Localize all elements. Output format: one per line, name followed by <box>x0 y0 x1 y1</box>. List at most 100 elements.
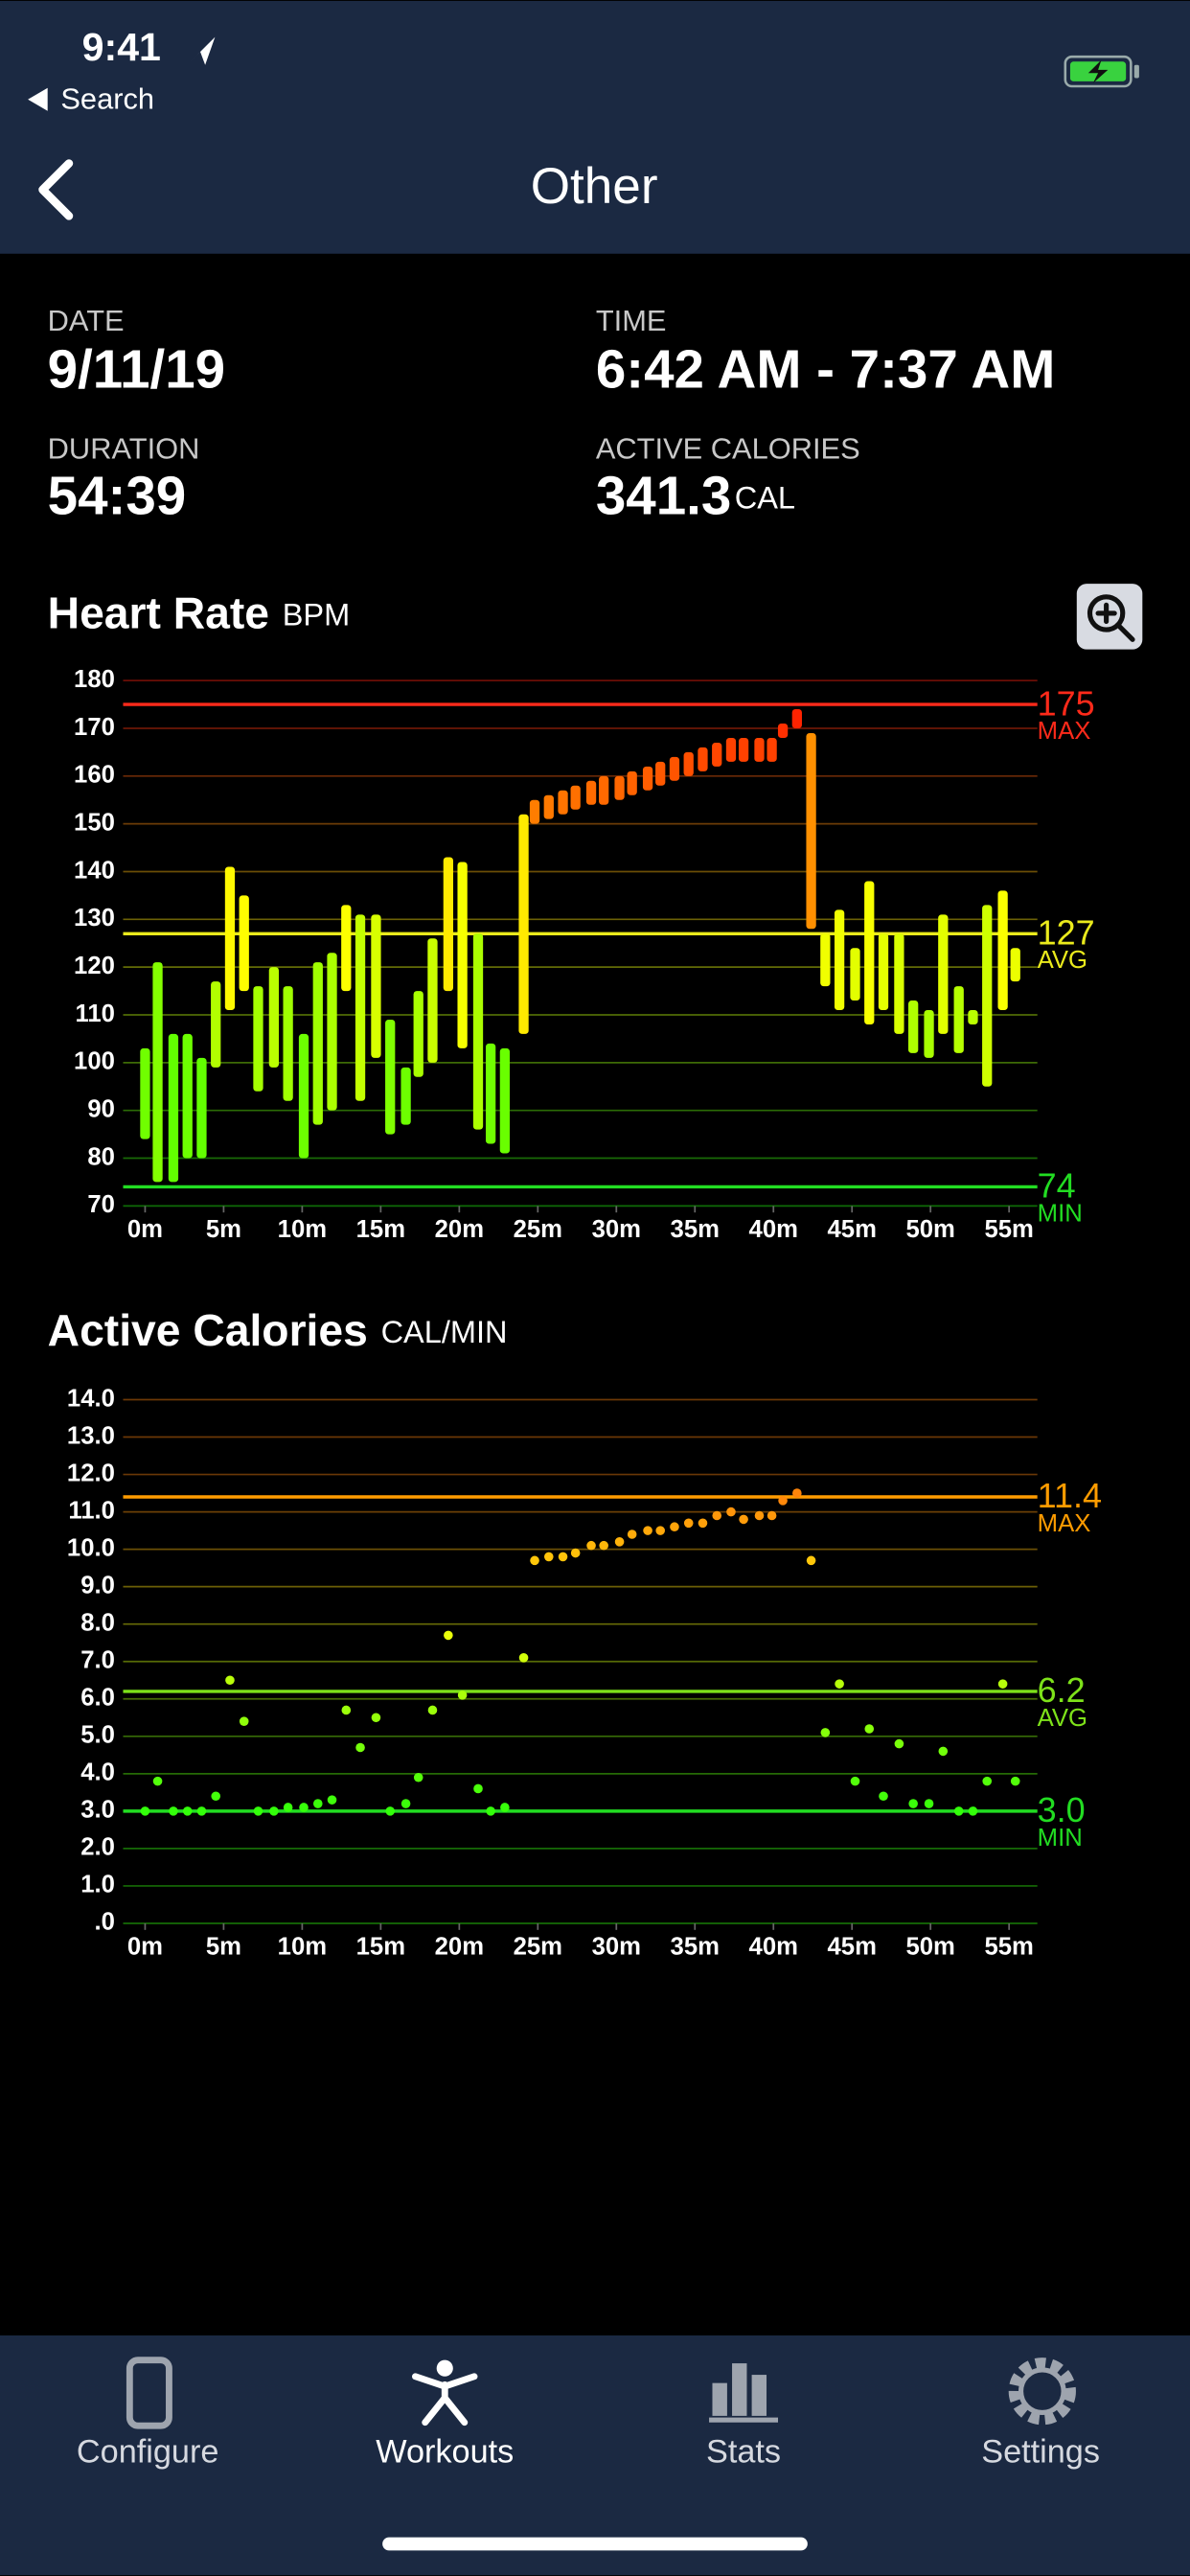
tab-settings[interactable]: Settings <box>981 2358 1100 2470</box>
reference-label: AVG <box>1038 947 1087 974</box>
point <box>558 1552 568 1562</box>
summary-value-number: 341.3 <box>596 466 731 526</box>
back-to-app[interactable]: Search <box>28 82 154 116</box>
y-tick-label: 160 <box>74 762 115 789</box>
point <box>500 1803 510 1812</box>
point <box>182 1806 193 1816</box>
point <box>864 1724 875 1734</box>
tab-workouts[interactable]: Workouts <box>376 2359 514 2471</box>
x-tick-label: 25m <box>514 1216 562 1243</box>
point <box>427 1705 438 1715</box>
point <box>655 1526 665 1535</box>
back-arrow-icon <box>28 87 48 111</box>
summary-value: 341.3 CAL <box>596 466 795 526</box>
range-bar <box>341 905 352 992</box>
x-tick-label: 55m <box>984 1216 1033 1243</box>
x-tick-label: 30m <box>592 1216 641 1243</box>
range-bar <box>1010 948 1020 982</box>
range-bar <box>558 790 568 815</box>
y-tick-label: 140 <box>74 857 115 884</box>
range-bar <box>938 914 949 1034</box>
x-tick-label: 10m <box>278 1216 327 1243</box>
x-tick-label: 35m <box>671 1933 720 1960</box>
status-time: 9:41 <box>82 25 161 69</box>
reference-label: MAX <box>1038 1510 1091 1537</box>
range-bar <box>211 981 221 1068</box>
summary-label: DURATION <box>48 431 200 465</box>
range-bar <box>864 881 875 1024</box>
point <box>953 1806 964 1816</box>
x-tick-label: 45m <box>828 1216 877 1243</box>
summary-value: 6:42 AM - 7:37 AM <box>596 339 1055 400</box>
range-bar <box>239 895 249 992</box>
point <box>239 1716 249 1726</box>
range-bar <box>599 775 609 805</box>
reference-value: 6.2 <box>1038 1670 1086 1710</box>
y-tick-label: 4.0 <box>80 1760 115 1786</box>
point <box>806 1555 816 1566</box>
point <box>792 1488 802 1498</box>
tab-stats[interactable]: Stats <box>706 2363 781 2470</box>
x-tick-label: 40m <box>749 1216 798 1243</box>
point <box>486 1806 495 1816</box>
point <box>754 1510 765 1521</box>
point <box>670 1522 679 1532</box>
reference-label: AVG <box>1038 1705 1087 1732</box>
y-tick-label: 120 <box>74 953 115 979</box>
range-bar <box>427 938 438 1063</box>
point <box>283 1803 293 1812</box>
reference-value: 3.0 <box>1038 1790 1086 1829</box>
y-tick-label: 80 <box>87 1143 115 1170</box>
range-bar <box>698 747 708 771</box>
y-tick-label: 14.0 <box>67 1385 115 1412</box>
y-tick-label: 100 <box>74 1048 115 1075</box>
point <box>767 1510 777 1521</box>
chart-unit: BPM <box>283 597 351 632</box>
range-bar <box>457 862 468 1048</box>
range-bar <box>224 866 236 1011</box>
point <box>894 1738 904 1749</box>
reference-label: MIN <box>1038 1200 1083 1227</box>
range-bar <box>908 1000 919 1053</box>
point <box>169 1806 178 1816</box>
range-bar <box>738 737 749 762</box>
tab-configure[interactable]: Configure <box>77 2357 219 2471</box>
range-bar <box>924 1010 934 1058</box>
range-bar <box>791 709 802 728</box>
range-bar <box>543 794 554 819</box>
point <box>457 1690 468 1700</box>
range-bar <box>627 770 637 795</box>
point <box>1010 1776 1020 1786</box>
y-tick-label: 90 <box>87 1095 115 1122</box>
range-bar <box>298 1033 309 1159</box>
point <box>778 1496 788 1506</box>
point <box>196 1806 207 1816</box>
point <box>543 1552 554 1562</box>
back-button[interactable] <box>38 159 74 220</box>
chart-title-text: Active Calories <box>48 1305 368 1355</box>
battery-icon <box>1064 55 1139 88</box>
range-bar <box>268 967 280 1068</box>
reference-value: 11.4 <box>1038 1476 1102 1515</box>
point <box>627 1530 637 1539</box>
point <box>140 1806 150 1816</box>
y-tick-label: 8.0 <box>80 1609 115 1636</box>
y-tick-label: 11.0 <box>68 1497 115 1524</box>
range-bar <box>327 953 337 1111</box>
zoom-button[interactable] <box>1076 584 1143 650</box>
x-tick-label: 40m <box>749 1933 798 1960</box>
y-tick-label: 2.0 <box>80 1834 115 1861</box>
header-bg <box>0 0 1190 254</box>
tab-label: Workouts <box>376 2433 514 2470</box>
point <box>518 1653 529 1663</box>
point <box>835 1679 844 1689</box>
point <box>371 1713 381 1723</box>
y-tick-label: 180 <box>74 666 115 693</box>
range-bar <box>585 780 597 805</box>
point <box>879 1791 888 1802</box>
reference-value: 74 <box>1038 1166 1076 1206</box>
reference-value: 175 <box>1038 683 1095 723</box>
range-bar <box>182 1033 193 1159</box>
summary-unit: CAL <box>735 480 795 515</box>
